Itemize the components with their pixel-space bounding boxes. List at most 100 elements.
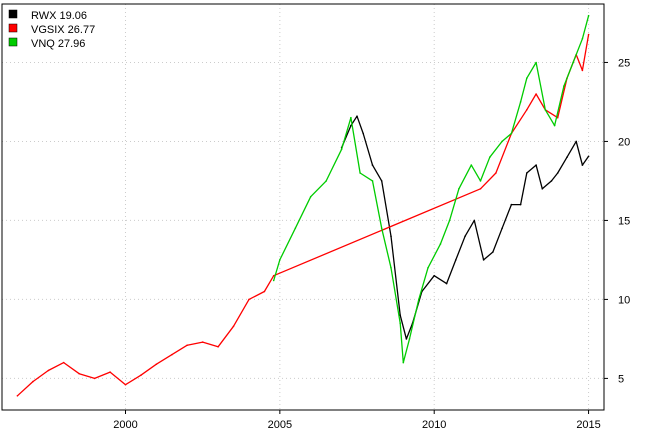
- y-tick-label: 25: [618, 57, 630, 69]
- data-point-vgsix: [272, 274, 275, 277]
- data-point-vgsix: [124, 383, 127, 386]
- x-tick-label: 2005: [268, 419, 292, 431]
- data-point-rwx: [380, 180, 383, 182]
- data-point-vnq: [458, 188, 460, 190]
- data-point-vgsix: [526, 109, 528, 111]
- data-point-rwx: [541, 188, 544, 190]
- data-point-vnq: [439, 243, 442, 245]
- data-point-vgsix: [93, 377, 96, 380]
- data-point-vnq: [470, 164, 473, 166]
- data-point-vnq: [526, 77, 528, 79]
- data-point-vnq: [448, 219, 451, 222]
- data-point-vnq: [489, 156, 491, 158]
- data-point-rwx: [464, 235, 466, 237]
- data-point-vnq: [587, 14, 590, 17]
- data-point-rwx: [581, 164, 584, 166]
- data-point-vnq: [510, 132, 513, 135]
- data-point-vnq: [553, 124, 556, 127]
- plot-frame: [1, 3, 605, 411]
- data-point-rwx: [362, 132, 365, 135]
- data-point-vnq: [501, 140, 503, 143]
- series-layer: [16, 14, 590, 397]
- data-point-vgsix: [109, 371, 111, 373]
- data-point-vgsix: [217, 346, 219, 348]
- data-point-vnq: [418, 298, 420, 301]
- data-point-rwx: [492, 251, 494, 253]
- data-point-vgsix: [495, 172, 497, 174]
- x-tick-label: 2000: [113, 419, 137, 431]
- data-point-rwx: [399, 314, 402, 317]
- data-point-vnq: [359, 172, 361, 174]
- data-point-vnq: [272, 279, 275, 282]
- data-point-vnq: [563, 85, 565, 87]
- data-point-vnq: [294, 227, 297, 230]
- data-point-vnq: [399, 322, 402, 324]
- data-point-rwx: [473, 219, 476, 222]
- data-point-rwx: [455, 259, 457, 261]
- data-point-rwx: [445, 282, 448, 285]
- data-point-vgsix: [248, 298, 250, 301]
- data-point-vnq: [572, 61, 574, 64]
- y-axis: 5 10 15 20 25: [604, 57, 630, 385]
- data-point-rwx: [371, 164, 374, 166]
- data-point-rwx: [526, 172, 528, 174]
- y-tick-label: 20: [618, 136, 630, 148]
- data-point-rwx: [566, 156, 568, 158]
- data-point-vgsix: [232, 325, 235, 328]
- data-point-vnq: [519, 101, 522, 103]
- data-point-rwx: [501, 227, 503, 230]
- data-point-vnq: [380, 227, 383, 230]
- data-point-vgsix: [62, 361, 65, 364]
- data-point-vgsix: [535, 93, 537, 95]
- data-point-rwx: [519, 203, 522, 206]
- data-point-vgsix: [556, 116, 559, 119]
- data-point-vgsix: [78, 372, 80, 375]
- data-point-vgsix: [32, 380, 34, 383]
- data-point-vnq: [408, 338, 411, 340]
- x-axis: 2000 2005 2010 2015: [113, 410, 601, 431]
- data-point-rwx: [556, 172, 559, 174]
- data-point-vnq: [479, 180, 482, 182]
- data-point-vgsix: [263, 290, 266, 293]
- data-point-vgsix: [155, 363, 158, 366]
- data-point-vnq: [544, 109, 547, 111]
- data-point-vgsix: [201, 341, 204, 343]
- data-point-vnq: [427, 267, 429, 269]
- data-point-vgsix: [16, 395, 19, 397]
- data-point-rwx: [587, 155, 590, 158]
- data-point-rwx: [350, 124, 352, 127]
- data-point-rwx: [390, 235, 392, 237]
- x-tick-label: 2015: [576, 419, 600, 431]
- legend-swatch: [8, 9, 18, 19]
- data-point-rwx: [405, 338, 408, 340]
- series-line-rwx: [341, 115, 590, 340]
- y-tick-label: 5: [618, 373, 624, 385]
- data-point-vnq: [402, 361, 405, 364]
- data-point-vnq: [390, 267, 392, 269]
- data-point-vnq: [371, 180, 374, 182]
- data-point-vgsix: [479, 188, 482, 190]
- data-point-rwx: [550, 180, 553, 182]
- data-point-rwx: [482, 259, 485, 261]
- x-tick-label: 2010: [422, 419, 446, 431]
- legend-label: VNQ 27.96: [31, 38, 85, 50]
- data-point-rwx: [433, 274, 436, 277]
- data-point-vnq: [309, 195, 312, 198]
- grid: [2, 4, 604, 410]
- data-point-vgsix: [581, 69, 584, 72]
- data-point-vnq: [340, 148, 343, 151]
- data-point-vnq: [535, 61, 537, 64]
- legend: RWX 19.06 VGSIX 26.77 VNQ 27.96: [8, 9, 95, 50]
- data-point-rwx: [535, 164, 537, 166]
- data-point-vgsix: [587, 33, 590, 36]
- data-point-vgsix: [171, 353, 173, 356]
- data-point-vnq: [325, 180, 328, 182]
- data-point-vnq: [350, 116, 352, 119]
- data-point-rwx: [356, 115, 358, 117]
- data-point-vgsix: [140, 374, 142, 377]
- data-point-vnq: [581, 38, 584, 40]
- legend-swatch: [8, 23, 18, 33]
- data-point-vnq: [279, 259, 281, 261]
- data-point-rwx: [510, 203, 513, 206]
